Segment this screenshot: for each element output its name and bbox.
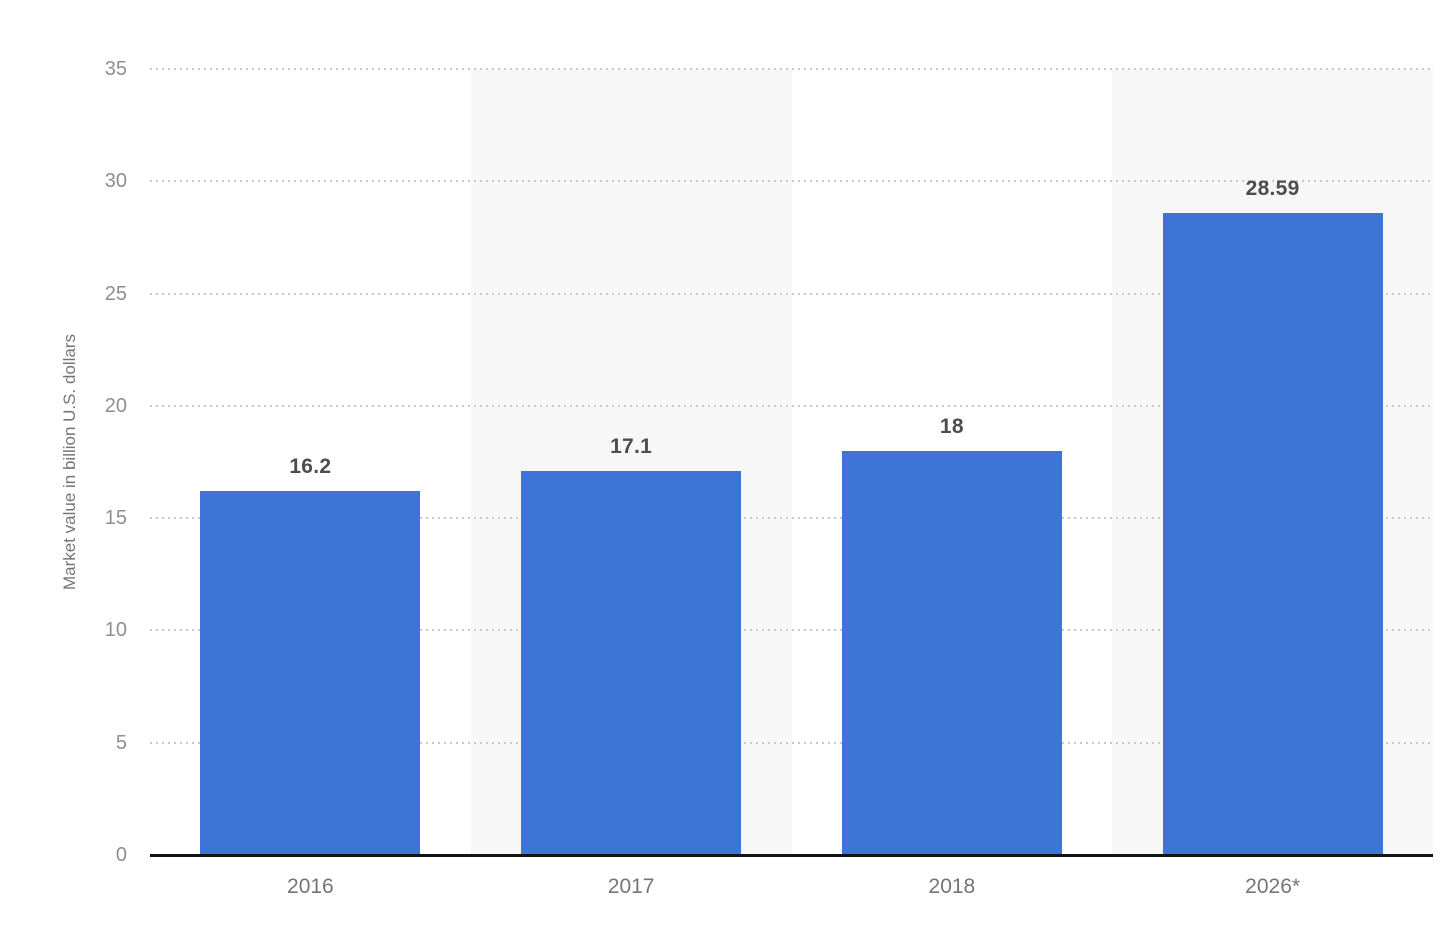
y-tick-label: 25	[104, 282, 127, 305]
x-tick-label: 2018	[928, 875, 976, 898]
y-tick-label: 20	[104, 394, 127, 417]
y-tick-label: 10	[104, 619, 127, 642]
gridline	[150, 180, 1433, 183]
bar-2017[interactable]	[521, 470, 742, 855]
y-tick-label: 15	[104, 507, 127, 530]
x-axis-line	[150, 854, 1433, 857]
y-axis-title: Market value in billion U.S. dollars	[60, 333, 79, 591]
gridline	[150, 629, 1433, 632]
bar-value-label: 18	[939, 414, 964, 438]
bar-2018[interactable]	[841, 450, 1062, 855]
y-tick-label: 35	[104, 58, 127, 80]
gridline	[150, 404, 1433, 407]
gridline	[150, 517, 1433, 520]
bar-2026*[interactable]	[1162, 212, 1383, 855]
x-tick-label: 2017	[607, 875, 655, 898]
y-tick-label: 0	[115, 844, 127, 866]
bar-value-label: 17.1	[610, 434, 653, 458]
bar-2016[interactable]	[200, 491, 421, 855]
y-tick-label: 30	[104, 170, 127, 193]
gridline	[150, 741, 1433, 744]
gridline	[150, 68, 1433, 70]
bar-value-label: 28.59	[1245, 176, 1300, 200]
y-tick-label: 5	[115, 731, 127, 754]
gridline	[150, 292, 1433, 295]
x-tick-label: 2016	[287, 875, 334, 898]
bar-value-label: 16.2	[289, 455, 332, 479]
x-tick-label: 2026*	[1245, 875, 1301, 898]
